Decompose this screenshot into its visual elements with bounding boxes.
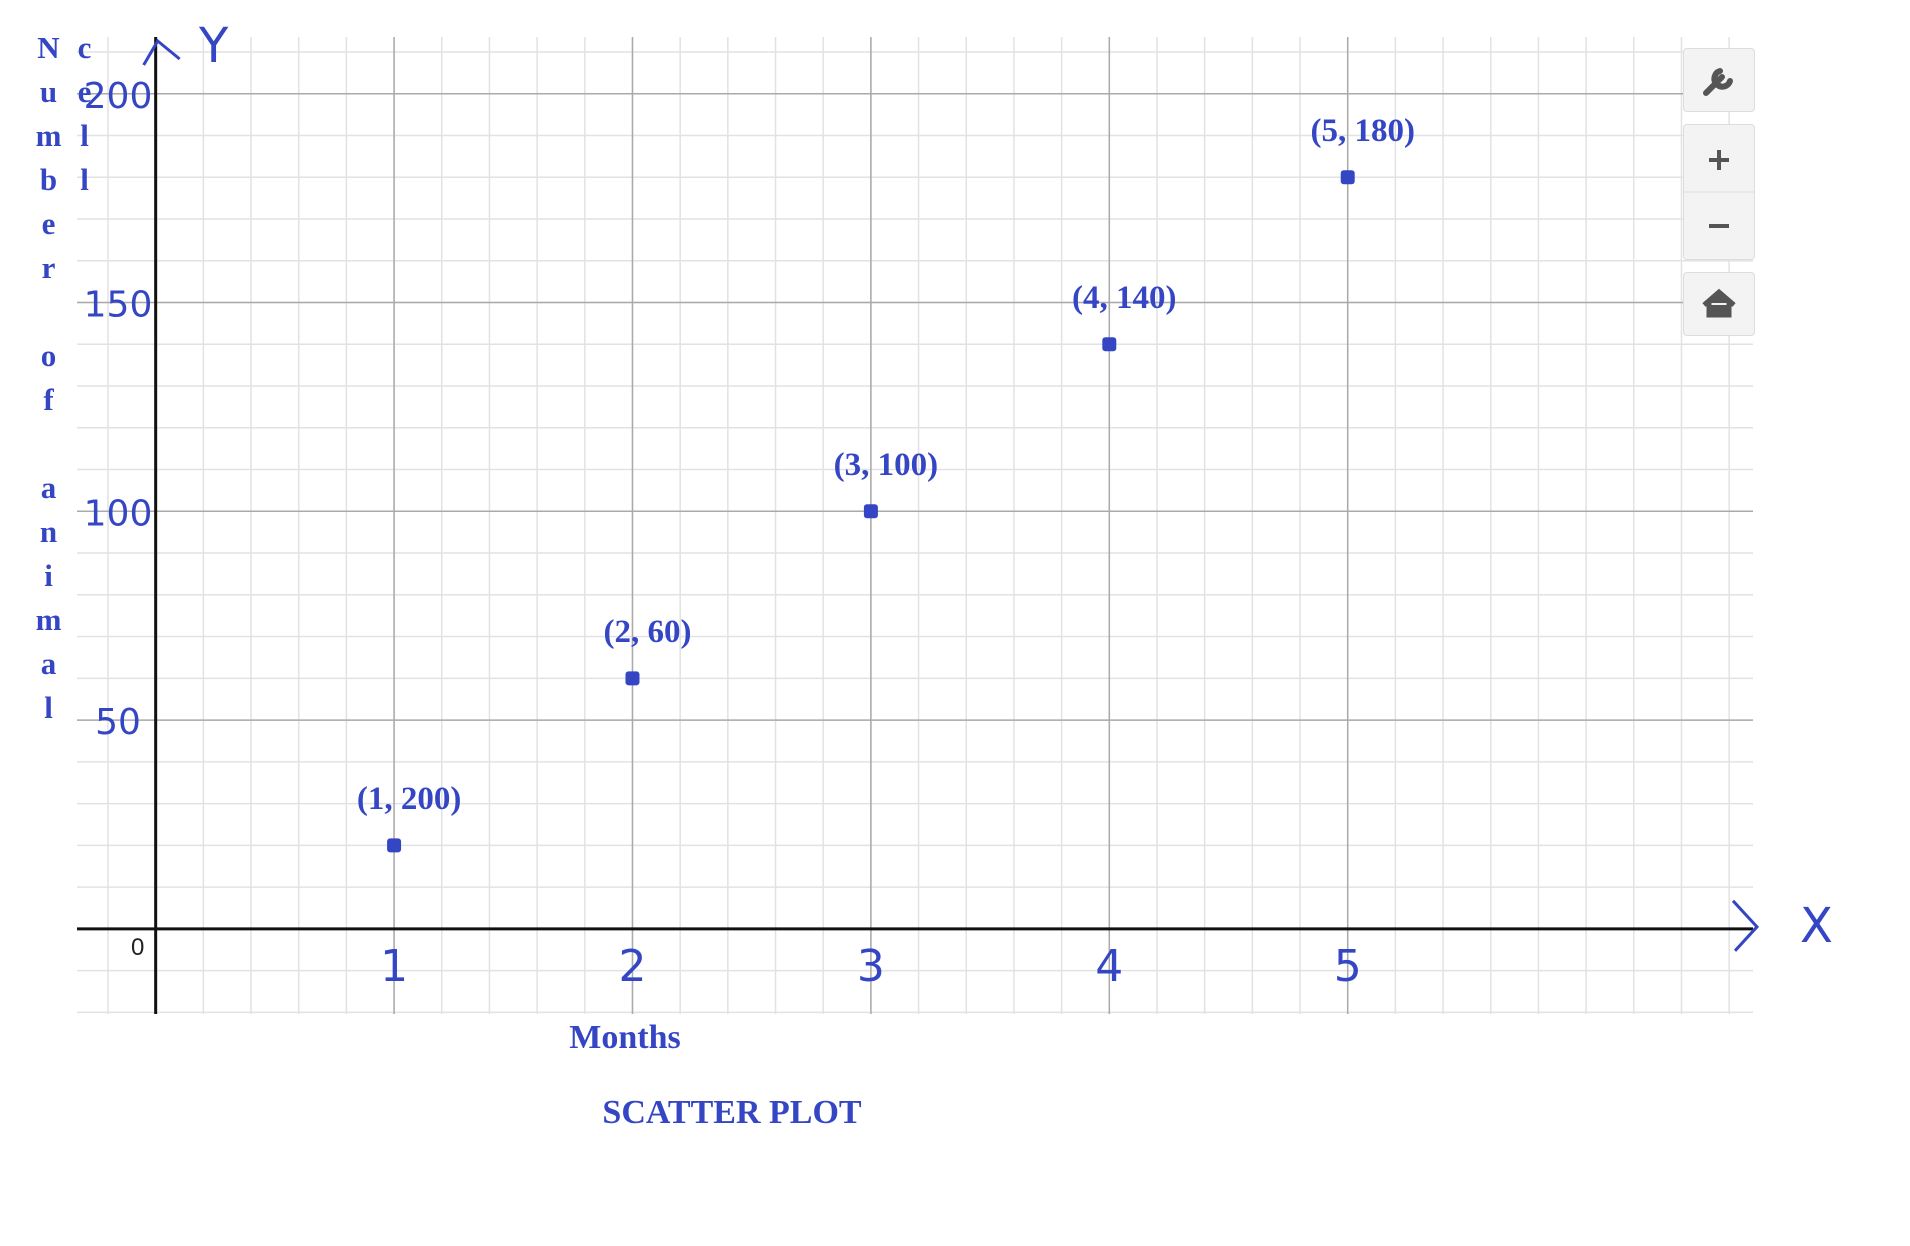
x-tick-label: 5 bbox=[1334, 941, 1362, 992]
x-axis-name: X bbox=[1800, 898, 1833, 954]
point bbox=[625, 671, 640, 686]
y-tick-label: 100 bbox=[84, 493, 153, 534]
point bbox=[1340, 170, 1355, 185]
point-annotation: (2, 60) bbox=[603, 614, 691, 650]
x-axis-arrow bbox=[1731, 899, 1760, 952]
home-button[interactable] bbox=[1683, 272, 1755, 336]
point-annotation: (4, 140) bbox=[1072, 280, 1176, 316]
zoom-icons bbox=[1684, 150, 1754, 228]
point-annotation: (1, 200) bbox=[357, 781, 461, 817]
point bbox=[387, 838, 402, 853]
point bbox=[863, 504, 878, 519]
point-annotation: (3, 100) bbox=[834, 447, 938, 483]
zoom-buttons bbox=[1683, 124, 1755, 260]
x-tick-label: 4 bbox=[1095, 941, 1123, 992]
x-tick-label: 2 bbox=[618, 941, 646, 992]
wrench-icon bbox=[1703, 68, 1733, 96]
y-axis-arrow bbox=[142, 38, 181, 66]
chart-title: SCATTER PLOT bbox=[602, 1094, 861, 1131]
point-annotation: (5, 180) bbox=[1310, 113, 1414, 149]
y-axis-name: Y bbox=[198, 18, 229, 74]
home-icon bbox=[1702, 288, 1736, 318]
x-tick-label: 3 bbox=[857, 941, 885, 992]
x-axis-label: Months bbox=[569, 1019, 680, 1056]
y-tick-label: 150 bbox=[84, 285, 153, 326]
x-tick-label: 1 bbox=[380, 941, 408, 992]
y-tick-label: 200 bbox=[84, 76, 153, 117]
origin-label: 0 bbox=[131, 934, 144, 961]
point bbox=[1102, 337, 1117, 352]
y-axis-label: Number of animal cell bbox=[31, 30, 102, 734]
y-tick-label: 50 bbox=[95, 702, 141, 743]
settings-button[interactable] bbox=[1683, 48, 1755, 112]
